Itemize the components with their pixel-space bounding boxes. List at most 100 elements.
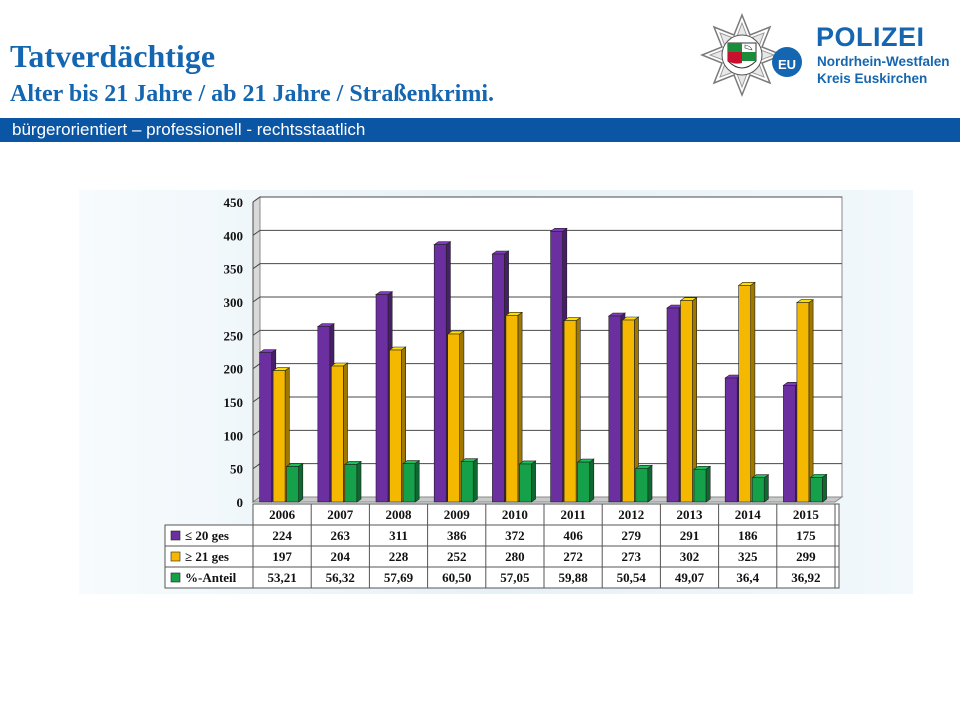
bar-front: [505, 315, 519, 503]
x-tick-label: 2012: [618, 507, 644, 522]
bar-front: [550, 231, 563, 503]
data-label: 204: [331, 549, 351, 564]
bar-front: [810, 477, 823, 503]
eu-badge-icon: [772, 47, 802, 77]
bar-front: [738, 285, 752, 503]
bar-front: [402, 463, 416, 503]
bar-side: [750, 281, 756, 503]
bar-front: [608, 315, 622, 503]
logo-state: Nordrhein-Westfalen: [817, 54, 950, 69]
bar-front: [796, 302, 810, 503]
data-label: 272: [563, 549, 583, 564]
data-label: 279: [622, 528, 642, 543]
bar-front: [783, 385, 796, 503]
y-tick-label: 0: [237, 495, 244, 510]
bar-side: [808, 299, 814, 503]
gridline: [252, 329, 842, 336]
x-tick-label: 2009: [444, 507, 471, 522]
x-tick-label: 2007: [327, 507, 354, 522]
y-tick-label: 400: [224, 228, 244, 243]
bar: [809, 473, 828, 503]
bar-front: [666, 307, 680, 503]
police-logo: [700, 12, 802, 98]
bar-front: [577, 461, 590, 503]
bar-front: [344, 464, 358, 503]
tagline: bürgerorientiert – professionell - recht…: [12, 120, 366, 139]
plot-side-wall: [252, 196, 261, 503]
bar-front: [460, 461, 474, 503]
bar: [751, 474, 770, 503]
bar-side: [705, 465, 711, 503]
eu-badge-label: EU: [778, 57, 796, 72]
bar: [621, 316, 640, 503]
data-label: 197: [272, 549, 292, 564]
y-tick-label: 150: [224, 395, 244, 410]
page-title: Tatverdächtige: [10, 38, 216, 74]
y-tick-label: 100: [224, 428, 244, 443]
data-label: 36,4: [736, 570, 759, 585]
data-label: 56,32: [326, 570, 355, 585]
y-tick-label: 200: [224, 362, 244, 377]
legend-label: %-Anteil: [185, 570, 237, 585]
data-label: 50,54: [617, 570, 647, 585]
bar: [518, 460, 537, 503]
data-label: 372: [505, 528, 525, 543]
bar-front: [563, 320, 577, 503]
legend-label: ≥ 21 ges: [185, 549, 229, 564]
bar-side: [589, 458, 595, 503]
bar-side: [356, 460, 362, 503]
data-label: 252: [447, 549, 467, 564]
bar-front: [693, 468, 707, 503]
bar-side: [414, 459, 420, 503]
data-label: 59,88: [558, 570, 588, 585]
bar: [679, 297, 698, 503]
bar: [504, 311, 524, 503]
legend-swatch: [170, 551, 181, 562]
x-tick-label: 2013: [677, 507, 704, 522]
data-label: 263: [331, 528, 351, 543]
data-label: 224: [272, 528, 292, 543]
bar-chart: 0 50 100 150 200 250 300 350 400 450 2006 2007 2008 2…: [79, 190, 913, 594]
y-tick-label: 300: [224, 295, 244, 310]
page-subtitle: Alter bis 21 Jahre / ab 21 Jahre / Straß…: [10, 81, 495, 107]
x-tick-label: 2006: [269, 507, 296, 522]
gridline: [252, 263, 842, 270]
legend-swatch: [170, 572, 181, 583]
bar: [563, 317, 582, 503]
data-label: 406: [563, 528, 583, 543]
data-label: 228: [389, 549, 409, 564]
tagline-band: [0, 118, 960, 142]
bar: [693, 465, 712, 503]
bar-side: [822, 473, 827, 503]
x-tick-label: 2014: [735, 507, 762, 522]
bar-front: [331, 365, 344, 503]
bar-side: [763, 474, 769, 503]
data-label: 273: [622, 549, 642, 564]
bar-front: [389, 349, 402, 503]
bar: [388, 346, 407, 503]
svg-text:EU: EU: [778, 57, 796, 72]
data-label: 186: [738, 528, 758, 543]
data-label: 291: [680, 528, 700, 543]
data-label: 311: [389, 528, 408, 543]
x-tick-label: 2015: [793, 507, 820, 522]
y-tick-label: 50: [230, 462, 243, 477]
legend-label: ≤ 20 ges: [185, 528, 229, 543]
data-label: 36,92: [791, 570, 820, 585]
bar: [402, 459, 421, 503]
data-label: 53,21: [267, 570, 296, 585]
bar-front: [519, 463, 532, 503]
y-tick-label: 250: [224, 328, 244, 343]
bar: [795, 299, 815, 503]
data-label: 49,07: [675, 570, 705, 585]
bar-front: [635, 468, 649, 503]
x-tick-label: 2008: [386, 507, 413, 522]
data-label: 386: [447, 528, 467, 543]
bar-front: [621, 319, 635, 503]
bar-front: [433, 244, 447, 503]
data-label: 302: [680, 549, 700, 564]
bar-side: [298, 462, 304, 503]
bar-front: [272, 370, 286, 503]
bar-front: [317, 326, 331, 503]
logo-district: Kreis Euskirchen: [817, 71, 928, 86]
